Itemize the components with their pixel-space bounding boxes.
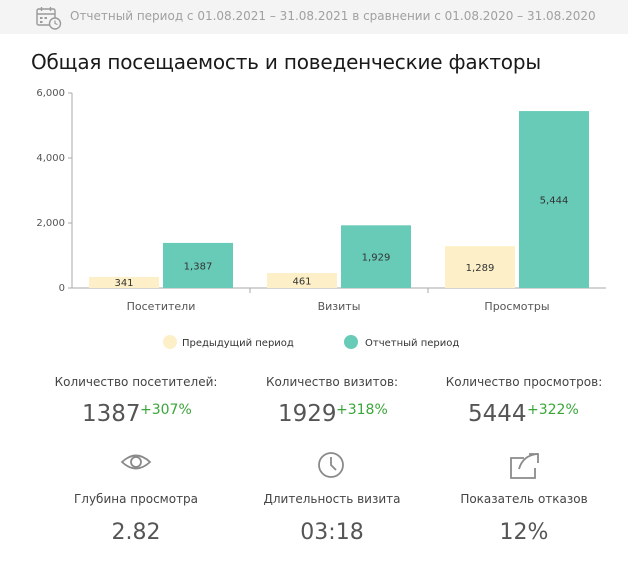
metric-duration-label: Длительность визита [263,492,401,506]
y-tick-label: 6,000 [36,88,65,99]
bar-current-0 [163,242,233,288]
data-label: 461 [292,277,311,288]
data-label: 1,289 [466,263,495,274]
metric-depth-label: Глубина просмотра [73,492,199,506]
stat-visits-change: +318% [336,402,388,418]
report-period-text: Отчетный период с 01.08.2021 – 31.08.202… [70,9,596,23]
bar-previous-0 [89,276,159,288]
eye-icon [120,454,152,470]
x-tick-label: Посетители [127,300,196,313]
data-label: 5,444 [540,196,569,207]
calendar-clock-icon [36,7,62,30]
bar-previous-2 [445,246,515,288]
stat-pageviews-label: Количество просмотров: [445,375,603,389]
stat-visits-label: Количество визитов: [265,375,399,389]
data-label: 1,387 [184,261,213,272]
x-tick-label: Просмотры [484,300,549,313]
data-label: 341 [114,278,133,289]
share-arrow-icon [510,453,539,479]
legend-swatch-current [344,335,358,349]
metric-bounce-value: 12% [499,520,549,545]
legend-label: Предыдущий период [182,338,294,349]
stat-visits-value: 1929 [278,401,337,427]
legend-swatch-previous [163,335,177,349]
stat-visitors-value: 1387 [82,401,141,427]
report-period-bar: Отчетный период с 01.08.2021 – 31.08.202… [0,0,628,34]
metric-duration-value: 03:18 [300,520,364,545]
metric-bounce-label: Показатель отказов [460,492,588,506]
y-tick-label: 4,000 [36,153,65,164]
y-tick-label: 0 [59,283,65,294]
stat-pageviews-change: +322% [527,402,579,418]
x-tick-label: Визиты [318,300,361,313]
bar-previous-1 [267,273,337,288]
legend-label: Отчетный период [365,338,459,349]
y-tick-label: 2,000 [36,218,65,229]
stat-visitors-change: +307% [140,402,192,418]
page-title: Общая посещаемость и поведенческие факто… [31,50,541,74]
metric-depth-value: 2.82 [111,520,161,545]
data-label: 1,929 [362,253,391,264]
bar-current-2 [519,111,589,288]
stat-pageviews-value: 5444 [468,401,527,427]
bar-current-1 [341,225,411,288]
clock-icon [318,452,344,478]
visits-bar-chart: 0 2,000 4,000 6,000 341 1,387 Посетители 461 1,9… [36,88,606,349]
stat-visitors-label: Количество посетителей: [54,375,218,389]
